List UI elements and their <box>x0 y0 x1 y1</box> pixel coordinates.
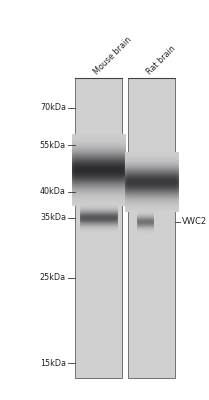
Text: 25kDa: 25kDa <box>40 274 66 282</box>
Text: 35kDa: 35kDa <box>40 214 66 222</box>
Text: Rat brain: Rat brain <box>145 44 177 76</box>
Text: VWC2: VWC2 <box>182 218 207 226</box>
Text: 15kDa: 15kDa <box>40 358 66 368</box>
Bar <box>75 78 122 378</box>
Bar <box>128 78 175 378</box>
Text: 70kDa: 70kDa <box>40 104 66 112</box>
Text: 55kDa: 55kDa <box>40 140 66 150</box>
Text: Mouse brain: Mouse brain <box>92 35 133 76</box>
Text: 40kDa: 40kDa <box>40 188 66 196</box>
